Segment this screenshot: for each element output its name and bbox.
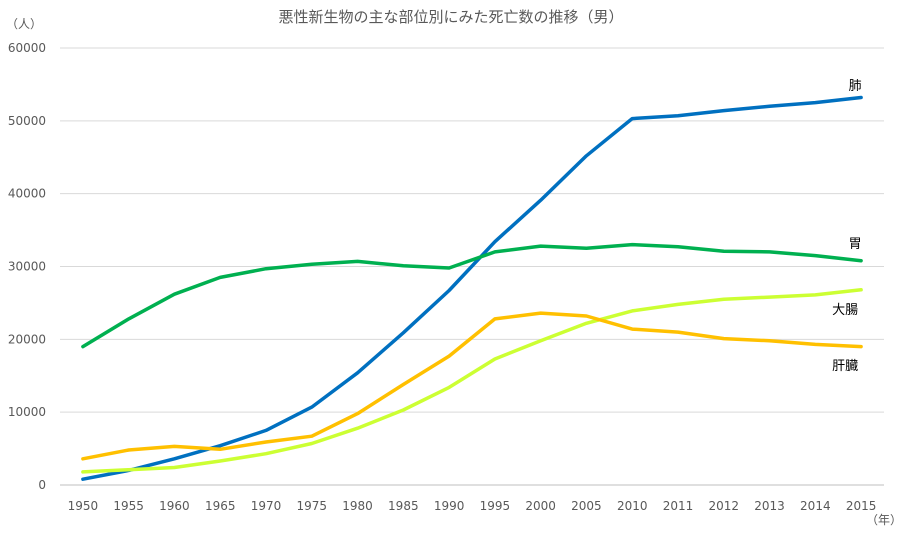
series-line xyxy=(81,311,863,461)
y-tick-label: 10000 xyxy=(8,405,46,419)
x-tick-label: 1965 xyxy=(205,499,236,513)
x-tick-label: 1950 xyxy=(68,499,99,513)
series-label: 大腸 xyxy=(832,303,858,318)
series-line xyxy=(81,242,863,349)
x-tick-label: 1985 xyxy=(388,499,419,513)
x-tick-label: 1960 xyxy=(159,499,190,513)
x-tick-label: 1955 xyxy=(113,499,144,513)
x-tick-label: 2013 xyxy=(754,499,785,513)
series-label: 胃 xyxy=(849,237,862,252)
x-tick-label: 1970 xyxy=(251,499,282,513)
series-line xyxy=(81,95,863,481)
axes: 0 10000 20000 30000 40000 50000 60000 1950 1955 1… xyxy=(8,41,884,513)
x-tick-label: 2000 xyxy=(525,499,556,513)
x-tick-label: 2015 xyxy=(846,499,877,513)
x-tick-label: 2005 xyxy=(571,499,602,513)
series-lines xyxy=(81,95,863,481)
x-tick-label: 2012 xyxy=(709,499,740,513)
x-tick-label: 1995 xyxy=(480,499,511,513)
y-tick-label: 50000 xyxy=(8,114,46,128)
y-tick-label: 60000 xyxy=(8,41,46,55)
x-tick-label: 1980 xyxy=(342,499,373,513)
y-tick-label: 20000 xyxy=(8,332,46,346)
x-axis-unit: （年） xyxy=(866,513,902,527)
y-axis-unit: （人） xyxy=(6,17,42,31)
series-line xyxy=(81,288,863,474)
chart-title: 悪性新生物の主な部位別にみた死亡数の推移（男） xyxy=(278,8,623,26)
y-tick-label: 40000 xyxy=(8,187,46,201)
x-tick-label: 1990 xyxy=(434,499,465,513)
x-tick-label: 2014 xyxy=(800,499,831,513)
x-tick-label: 2011 xyxy=(663,499,694,513)
y-tick-label: 30000 xyxy=(8,260,46,274)
y-tick-label: 0 xyxy=(38,478,46,492)
series-label: 肝臓 xyxy=(832,359,858,374)
series-label: 肺 xyxy=(849,79,862,94)
x-tick-label: 1975 xyxy=(297,499,328,513)
x-tick-label: 2010 xyxy=(617,499,648,513)
